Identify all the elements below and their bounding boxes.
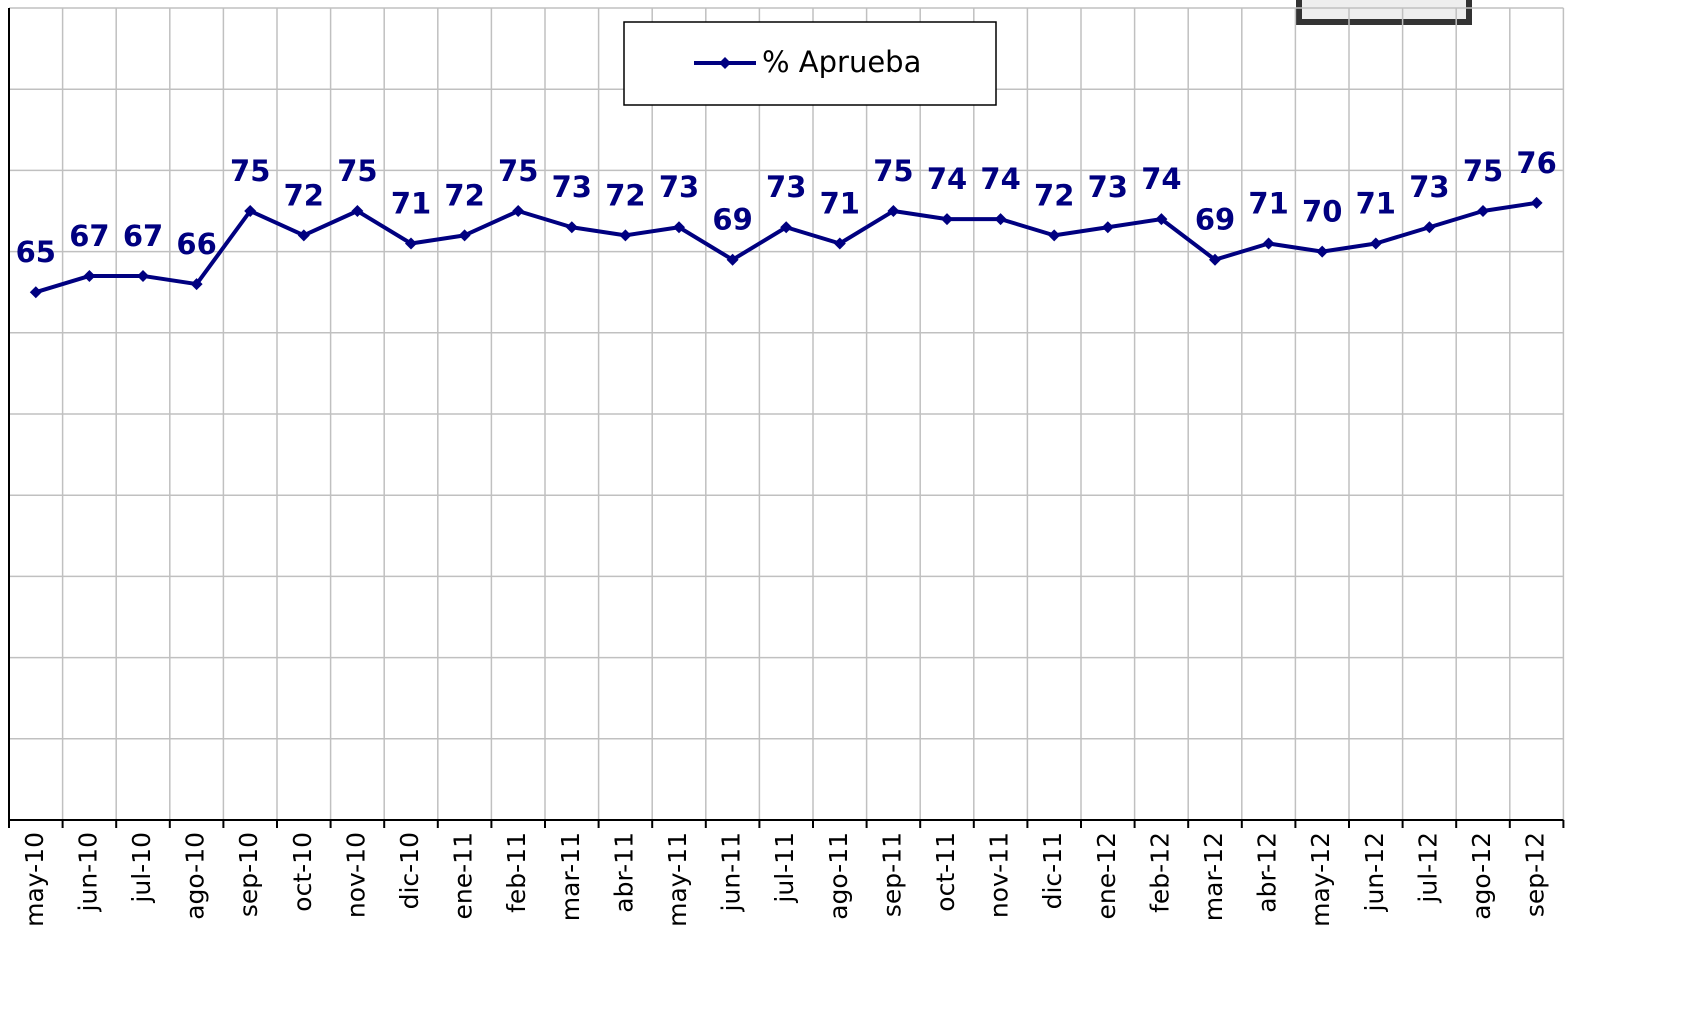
x-tick-label: nov-10 xyxy=(341,832,370,918)
marker xyxy=(1423,221,1436,234)
value-label: 73 xyxy=(659,170,699,204)
x-tick-label: jun-12 xyxy=(1360,832,1389,912)
x-tick-label: mar-12 xyxy=(1199,832,1228,921)
x-tick-label: abr-11 xyxy=(609,832,638,913)
marker xyxy=(887,205,900,217)
x-tick-label: ago-10 xyxy=(181,832,210,920)
x-tick-label: jun-10 xyxy=(73,832,102,912)
marker xyxy=(673,221,685,234)
marker xyxy=(1262,237,1275,250)
value-label: 72 xyxy=(444,178,484,212)
value-label: 75 xyxy=(337,154,377,188)
value-label: 75 xyxy=(230,154,270,188)
x-tick-label: abr-12 xyxy=(1253,832,1282,913)
marker xyxy=(244,205,257,217)
value-label: 65 xyxy=(16,235,56,269)
value-label: 70 xyxy=(1302,195,1342,229)
photo-inner xyxy=(1302,0,1466,19)
value-label: 71 xyxy=(1248,186,1288,220)
x-tick-label: ago-12 xyxy=(1467,832,1496,920)
value-label: 75 xyxy=(1463,154,1503,188)
value-label: 67 xyxy=(69,219,109,253)
marker xyxy=(1530,196,1543,209)
value-label: 73 xyxy=(552,170,592,204)
marker xyxy=(190,278,203,291)
marker xyxy=(405,237,417,250)
x-tick-label: jul-11 xyxy=(770,832,799,904)
x-tick-label: sep-12 xyxy=(1521,832,1550,917)
marker xyxy=(1209,253,1221,266)
value-label: 72 xyxy=(605,178,645,212)
x-tick-label: ene-12 xyxy=(1092,832,1121,919)
x-tick-label: nov-11 xyxy=(985,832,1014,918)
x-tick-label: mar-11 xyxy=(556,832,585,921)
x-tick-label: feb-11 xyxy=(502,832,531,913)
value-label: 73 xyxy=(1409,170,1449,204)
marker xyxy=(458,229,471,242)
value-label: 74 xyxy=(1141,162,1181,196)
x-tick-label: may-10 xyxy=(20,832,49,927)
x-tick-label: jul-12 xyxy=(1413,832,1442,904)
marker xyxy=(619,229,632,242)
marker xyxy=(351,205,364,217)
value-label: 66 xyxy=(176,227,216,261)
x-tick-label: sep-11 xyxy=(877,832,906,917)
marker xyxy=(1477,205,1489,217)
x-tick-label: oct-10 xyxy=(288,832,317,912)
marker xyxy=(29,286,42,299)
value-label: 69 xyxy=(712,203,752,237)
value-label: 75 xyxy=(498,154,538,188)
value-label: 72 xyxy=(284,178,324,212)
marker xyxy=(726,253,739,266)
marker xyxy=(994,213,1007,226)
marker xyxy=(941,213,953,226)
legend-label: % Aprueba xyxy=(762,45,921,79)
marker xyxy=(137,269,149,282)
marker xyxy=(1316,245,1329,258)
x-tick-label: may-12 xyxy=(1306,832,1335,927)
value-label: 67 xyxy=(123,219,163,253)
marker xyxy=(1155,213,1168,226)
value-label: 74 xyxy=(927,162,967,196)
value-label: 73 xyxy=(766,170,806,204)
marker xyxy=(565,221,578,234)
legend-marker xyxy=(719,57,731,69)
value-label: 72 xyxy=(1034,178,1074,212)
value-label: 76 xyxy=(1516,146,1556,180)
x-tick-label: dic-11 xyxy=(1038,832,1067,909)
value-label: 75 xyxy=(873,154,913,188)
value-label: 71 xyxy=(1356,186,1396,220)
marker xyxy=(780,221,793,234)
marker xyxy=(1048,229,1061,242)
x-tick-label: may-11 xyxy=(663,832,692,927)
marker xyxy=(83,269,96,282)
x-tick-label: ago-11 xyxy=(824,832,853,920)
value-label: 74 xyxy=(980,162,1020,196)
marker xyxy=(833,237,846,250)
value-label: 71 xyxy=(391,186,431,220)
marker xyxy=(512,205,525,217)
marker xyxy=(297,229,310,242)
x-tick-label: jul-10 xyxy=(127,832,156,904)
x-tick-label: jun-11 xyxy=(717,832,746,912)
x-tick-label: dic-10 xyxy=(395,832,424,909)
x-tick-label: ene-11 xyxy=(449,832,478,919)
value-label: 73 xyxy=(1088,170,1128,204)
x-tick-label: sep-10 xyxy=(234,832,263,917)
value-label: 71 xyxy=(820,186,860,220)
value-label: 69 xyxy=(1195,203,1235,237)
marker xyxy=(1101,221,1114,234)
legend-box xyxy=(623,21,997,106)
x-tick-label: oct-11 xyxy=(931,832,960,912)
x-tick-label: feb-12 xyxy=(1145,832,1174,913)
marker xyxy=(1369,237,1382,250)
